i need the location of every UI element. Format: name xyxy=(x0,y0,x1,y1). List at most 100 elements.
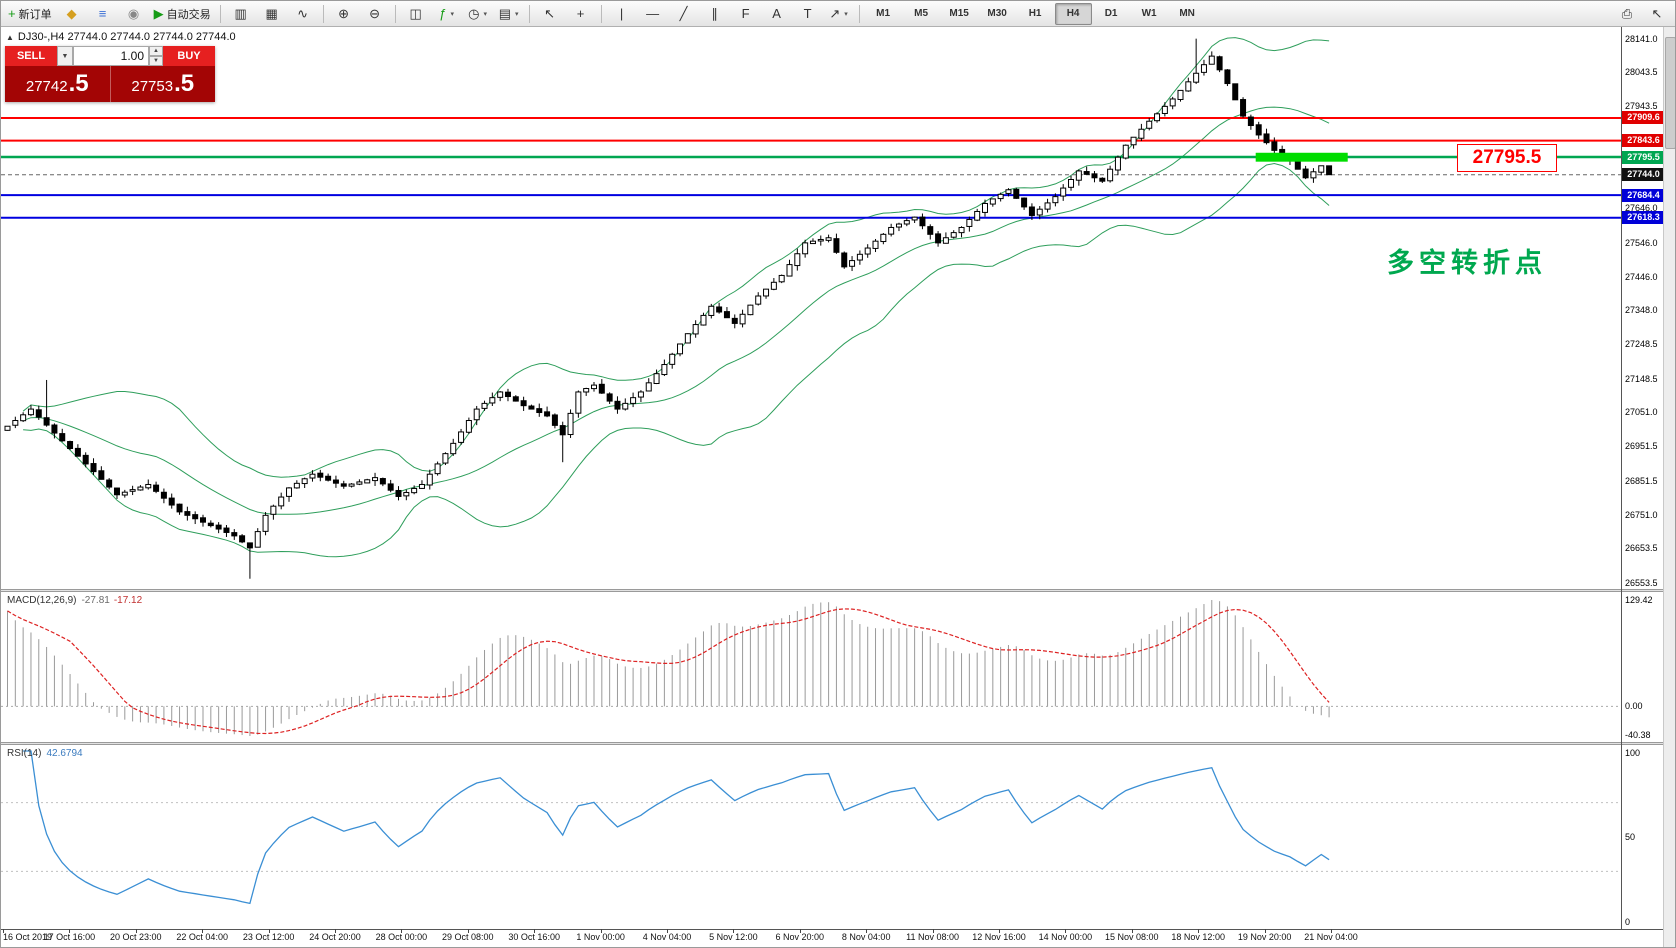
timeframe-button-m30[interactable]: M30 xyxy=(987,8,1007,19)
time-axis-tick xyxy=(467,929,469,933)
timeframe-button-mn[interactable]: MN xyxy=(1179,8,1195,19)
toolbar-separator xyxy=(394,4,396,23)
time-axis-label: 19 Nov 20:00 xyxy=(1237,932,1292,942)
price-axis-border xyxy=(1621,27,1622,929)
text-button[interactable]: A xyxy=(762,2,792,26)
zoom-in-icon: ⊕ xyxy=(338,6,350,21)
trendline-button[interactable]: ╱ xyxy=(669,2,699,26)
time-axis-tick xyxy=(534,929,536,933)
price-axis-label: 27446.0 xyxy=(1625,271,1658,282)
trendline-icon: ╱ xyxy=(679,6,688,21)
bar-chart-button[interactable]: ▥ xyxy=(226,2,256,26)
time-axis-tick xyxy=(1198,929,1200,933)
candlestick-button[interactable]: ▦ xyxy=(257,2,287,26)
timeframe-button-w1[interactable]: W1 xyxy=(1141,8,1157,19)
volume-input[interactable]: 1.00 xyxy=(73,46,149,66)
time-axis-label: 5 Nov 12:00 xyxy=(709,932,758,942)
tile-windows-button[interactable]: ◫ xyxy=(401,2,431,26)
panel-splitter[interactable] xyxy=(1,589,1665,592)
arrows-button[interactable]: ↗ ▾ xyxy=(824,2,854,26)
autotrading-button[interactable]: ▶ 自动交易 xyxy=(150,2,215,26)
charts-button[interactable]: ◆ xyxy=(57,2,87,26)
market-watch-icon: ≡ xyxy=(98,6,107,21)
pointer-icon: ↖ xyxy=(1651,6,1663,21)
time-axis-tick xyxy=(401,929,403,933)
indicators-icon: ƒ xyxy=(439,6,447,21)
timeframe-button-d1[interactable]: D1 xyxy=(1104,8,1118,19)
line-chart-button[interactable]: ∿ xyxy=(288,2,318,26)
scrollbar-thumb[interactable] xyxy=(1665,37,1675,149)
pointer-button[interactable]: ↖ xyxy=(1642,2,1672,26)
time-axis-label: 23 Oct 12:00 xyxy=(242,932,295,942)
sell-button[interactable]: SELL xyxy=(5,46,57,66)
macd-label: MACD(12,26,9) -27.81 -17.12 xyxy=(7,595,142,606)
timeframe-button-m1[interactable]: M1 xyxy=(876,8,891,19)
price-axis-label: 27348.0 xyxy=(1625,305,1658,316)
time-axis-tick xyxy=(3,929,4,933)
zoom-in-button[interactable]: ⊕ xyxy=(329,2,359,26)
new-order-button[interactable]: + 新订单 xyxy=(4,2,56,26)
cursor-icon: ↖ xyxy=(544,6,556,21)
candlestick-icon: ▦ xyxy=(265,6,278,21)
horizontal-line-icon: — xyxy=(646,6,660,21)
chevron-down-icon[interactable]: ▾ xyxy=(514,10,519,18)
macd-axis-zero: 0.00 xyxy=(1625,701,1643,712)
vertical-line-button[interactable]: | xyxy=(607,2,637,26)
channel-button[interactable]: ∥ xyxy=(700,2,730,26)
fibonacci-button[interactable]: F xyxy=(731,2,761,26)
sell-dropdown-icon[interactable]: ▼ xyxy=(57,46,73,66)
print-button[interactable]: ⎙ xyxy=(1612,2,1642,26)
price-axis-label: 26751.0 xyxy=(1625,509,1658,520)
timeframe-button-h1[interactable]: H1 xyxy=(1028,8,1042,19)
price-axis-label: 27546.0 xyxy=(1625,237,1658,248)
volume-up-icon[interactable]: ▲ xyxy=(149,46,163,56)
price-line-tag: 27843.6 xyxy=(1622,134,1665,148)
panel-splitter[interactable] xyxy=(1,742,1665,745)
time-axis-label: 18 Nov 12:00 xyxy=(1171,932,1225,942)
price-axis-label: 26553.5 xyxy=(1625,577,1658,588)
time-axis-label: 17 Oct 16:00 xyxy=(43,932,96,942)
buy-button[interactable]: BUY xyxy=(163,46,215,66)
bar-chart-icon: ▥ xyxy=(234,6,247,21)
zoom-out-button[interactable]: ⊖ xyxy=(360,2,390,26)
time-axis-tick xyxy=(667,929,668,933)
crosshair-button[interactable]: + xyxy=(566,2,596,26)
vertical-line-icon: | xyxy=(619,6,624,21)
navigator-button[interactable]: ◉ xyxy=(119,2,149,26)
label-button[interactable]: T xyxy=(793,2,823,26)
chevron-down-icon[interactable]: ▾ xyxy=(844,10,848,18)
price-axis-label: 27943.5 xyxy=(1625,101,1658,112)
chevron-down-icon[interactable]: ▾ xyxy=(450,10,454,18)
macd-signal-value: -17.12 xyxy=(113,595,143,606)
indicators-button[interactable]: ƒ ▾ xyxy=(432,2,462,26)
time-axis-tick xyxy=(1065,929,1067,933)
main-chart[interactable] xyxy=(1,27,1621,589)
price-callout-box[interactable]: 27795.5 xyxy=(1457,144,1557,172)
rsi-chart[interactable] xyxy=(1,745,1621,929)
sell-price[interactable]: 27742 .5 xyxy=(5,66,111,102)
zoom-out-icon: ⊖ xyxy=(369,6,381,21)
timeframe-button-m15[interactable]: M15 xyxy=(949,8,969,19)
timeframe-button-h4[interactable]: H4 xyxy=(1054,2,1092,25)
toolbar-separator xyxy=(528,4,530,23)
time-axis-label: 1 Nov 00:00 xyxy=(576,932,625,942)
price-axis-label: 26851.5 xyxy=(1625,475,1658,486)
periods-button[interactable]: ◷ ▾ xyxy=(463,2,493,26)
templates-button[interactable]: ▤ ▾ xyxy=(494,2,524,26)
buy-price[interactable]: 27753 .5 xyxy=(111,66,216,102)
market-watch-button[interactable]: ≡ xyxy=(88,2,118,26)
volume-stepper[interactable]: ▲ ▼ xyxy=(149,46,163,66)
horizontal-line-button[interactable]: — xyxy=(638,2,668,26)
timeframe-button-m5[interactable]: M5 xyxy=(914,8,929,19)
vertical-scrollbar[interactable] xyxy=(1663,27,1675,947)
chevron-down-icon[interactable]: ▾ xyxy=(483,10,488,18)
volume-down-icon[interactable]: ▼ xyxy=(149,56,163,66)
cursor-button[interactable]: ↖ xyxy=(535,2,565,26)
buy-price-frac: .5 xyxy=(174,70,195,97)
toolbar-separator xyxy=(219,4,221,23)
new-order-icon: + xyxy=(8,6,16,21)
time-axis-tick xyxy=(1264,929,1266,933)
one-click-toggle-icon[interactable]: ▲ xyxy=(6,32,14,42)
macd-chart[interactable] xyxy=(1,592,1621,742)
